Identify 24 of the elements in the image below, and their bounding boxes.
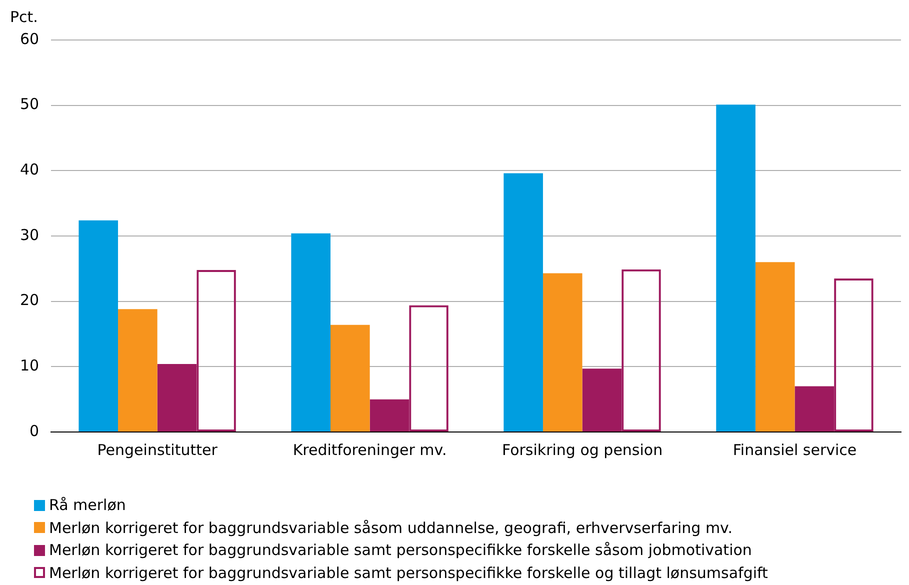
y-tick-label: 50 bbox=[20, 95, 40, 114]
y-tick-label: 10 bbox=[20, 356, 40, 375]
bar bbox=[755, 262, 795, 432]
legend-label: Merløn korrigeret for baggrundsvariable samt personspecifikke forskelle såsom jobmotivation bbox=[49, 541, 752, 560]
y-tick-label: 0 bbox=[30, 422, 40, 440]
bar bbox=[504, 173, 543, 432]
y-tick-label: 30 bbox=[20, 226, 40, 244]
bar bbox=[118, 309, 158, 432]
legend-label: Merløn korrigeret for baggrundsvariable såsom uddannelse, geografi, erhvervserfaring mv. bbox=[49, 518, 733, 537]
x-tick-label: Finansiel service bbox=[732, 440, 857, 459]
x-tick-label: Pengeinstitutter bbox=[97, 440, 218, 459]
bar bbox=[330, 324, 370, 432]
y-tick-label: 60 bbox=[20, 30, 40, 48]
legend-label: Rå merløn bbox=[49, 496, 126, 514]
x-tick-label: Kreditforeninger mv. bbox=[292, 440, 447, 459]
bar bbox=[78, 220, 118, 432]
y-tick-label: 20 bbox=[20, 291, 40, 310]
x-tick-label: Forsikring og pension bbox=[502, 440, 663, 459]
y-axis-title: Pct. bbox=[10, 8, 38, 26]
legend-label: Merløn korrigeret for baggrundsvariable samt personspecifikke forskelle og tillagt lønsumsafgift bbox=[49, 564, 768, 582]
y-tick-label: 40 bbox=[20, 160, 40, 179]
bar bbox=[716, 104, 756, 432]
bar bbox=[291, 233, 330, 432]
bar bbox=[542, 273, 582, 432]
